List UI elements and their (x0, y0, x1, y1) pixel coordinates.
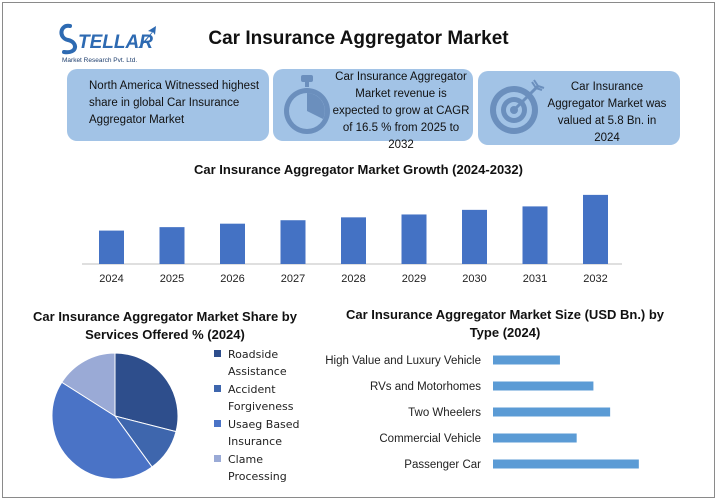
y-tick-label: Two Wheelers (408, 407, 481, 419)
logo-graphic: TELLAR Market Research Pvt. Ltd. (59, 23, 156, 64)
growth-bar (280, 220, 306, 264)
x-tick-label: 2032 (583, 273, 607, 285)
pie-chart-title: Car Insurance Aggregator Market Share by… (33, 309, 297, 342)
growth-bar (583, 194, 608, 264)
growth-chart-title: Car Insurance Aggregator Market Growth (… (194, 162, 523, 177)
x-tick-label: 2024 (99, 273, 123, 285)
pie-slice (61, 352, 116, 417)
card-text: Car Insurance Aggregator Market was valu… (547, 81, 667, 144)
type-bar (493, 433, 577, 443)
growth-bar (220, 223, 245, 264)
info-card-north-america: North America Witnessed highest share in… (67, 69, 269, 141)
growth-bar (401, 214, 427, 264)
logo-wordmark: TELLAR (78, 32, 153, 53)
pie-slice (114, 352, 179, 433)
pie-slice (51, 381, 153, 480)
logo-subtext: Market Research Pvt. Ltd. (62, 57, 137, 64)
legend-item: Usaeg Based Insurance (214, 416, 309, 450)
x-tick-label: 2025 (160, 273, 184, 285)
growth-bar (522, 206, 548, 264)
x-tick-label: 2026 (220, 273, 244, 285)
growth-bar (159, 227, 185, 264)
x-tick-label: 2030 (462, 273, 486, 285)
type-chart-title: Car Insurance Aggregator Market Size (US… (345, 307, 665, 340)
type-bar (493, 355, 560, 365)
legend-item: Clame Processing (214, 451, 309, 485)
y-tick-label: Commercial Vehicle (379, 433, 481, 445)
legend-swatch (214, 385, 221, 392)
card-text: North America Witnessed highest share in… (89, 80, 260, 126)
y-tick-label: High Value and Luxury Vehicle (325, 355, 481, 367)
card-text: Car Insurance Aggregator Market revenue … (332, 71, 470, 151)
legend-label: Accident Forgiveness (228, 383, 294, 413)
pie-legend: Roadside Assistance Accident Forgiveness U… (214, 346, 309, 486)
y-tick-label: RVs and Motorhomes (370, 381, 481, 393)
x-tick-label: 2028 (341, 273, 365, 285)
info-card-valuation: Car Insurance Aggregator Market was valu… (478, 71, 680, 145)
growth-bar (99, 230, 124, 264)
legend-label: Clame Processing (228, 453, 287, 483)
legend-label: Usaeg Based Insurance (228, 418, 300, 448)
type-bar (493, 459, 639, 469)
growth-bar (462, 209, 487, 264)
x-tick-label: 2027 (281, 273, 305, 285)
x-tick-label: 2031 (523, 273, 547, 285)
services-pie-chart (51, 352, 179, 480)
page-title: Car Insurance Aggregator Market (208, 28, 509, 49)
x-tick-label: 2029 (402, 273, 426, 285)
legend-swatch (214, 420, 221, 427)
info-card-cagr: Car Insurance Aggregator Market revenue … (273, 69, 473, 151)
legend-item: Accident Forgiveness (214, 381, 309, 415)
growth-bar-chart: 2024 2025 2026 2027 2028 2029 2030 2031 2032 (82, 194, 622, 285)
target-icon (490, 79, 545, 134)
stopwatch-icon (284, 75, 330, 134)
y-tick-label: Passenger Car (404, 459, 481, 471)
legend-swatch (214, 455, 221, 462)
type-bar-chart: High Value and Luxury Vehicle RVs and Mot… (325, 355, 639, 471)
type-bar (493, 407, 611, 417)
legend-item: Roadside Assistance (214, 346, 309, 380)
growth-bar (341, 217, 366, 264)
type-bar (493, 381, 594, 391)
legend-label: Roadside Assistance (228, 348, 287, 378)
legend-swatch (214, 350, 221, 357)
stellar-logo: TELLAR Market Research Pvt. Ltd. (58, 20, 178, 66)
